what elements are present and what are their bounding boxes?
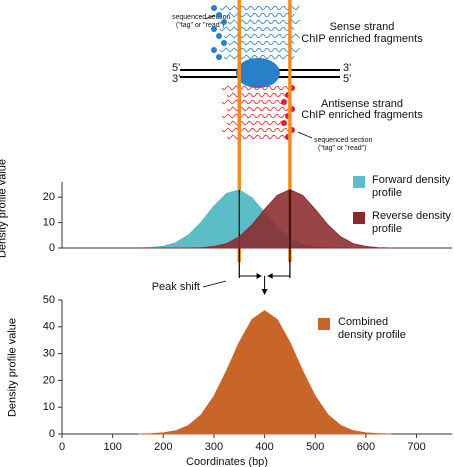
x-tick-label: 100 (103, 441, 121, 453)
read-note: ("tag" or "read") (176, 22, 224, 29)
read (281, 120, 287, 126)
arrowhead (262, 289, 268, 295)
x-tick-label: 500 (306, 441, 324, 453)
read (211, 5, 217, 11)
fragment (220, 6, 300, 10)
read-note: sequenced section (314, 137, 372, 144)
y-tick-label: 20 (43, 191, 55, 203)
y-tick-label: 50 (43, 294, 55, 306)
fragment (227, 93, 291, 97)
sense-label: Sense strand (330, 21, 395, 33)
pointer (203, 281, 226, 287)
fragment (222, 114, 290, 118)
protein (236, 58, 280, 88)
legend-label: Combined density profile (338, 316, 420, 342)
x-axis-label: Coordinates (bp) (186, 456, 268, 467)
read (211, 47, 217, 53)
x-tick-label: 300 (205, 441, 223, 453)
fragment (227, 107, 295, 111)
y-tick-label: 30 (43, 348, 55, 360)
fragment (224, 13, 294, 17)
legend-swatch (353, 212, 365, 224)
peak-shift-label: Peak shift (152, 281, 200, 293)
y-tick-label: 20 (43, 374, 55, 386)
fragment (220, 48, 300, 52)
sense-label: ChIP enriched fragments (301, 33, 423, 45)
strand-end: 3' (172, 73, 180, 85)
y-axis-label: Density profile value (0, 159, 10, 259)
read (216, 54, 222, 60)
legend-label: Reverse density profile (372, 210, 454, 236)
y-tick-label: 40 (43, 321, 55, 333)
y-axis-label: Density profile value (7, 303, 20, 433)
x-tick-label: 700 (407, 441, 425, 453)
legend-label: Forward density profile (372, 174, 454, 200)
x-tick-label: 400 (255, 441, 273, 453)
antisense-label: ChIP enriched fragments (301, 109, 423, 121)
y-tick-label: 0 (49, 428, 55, 440)
x-tick-label: 600 (357, 441, 375, 453)
diagram: 5' 3' 3' 5' Sense strand ChIP enriched f… (152, 0, 424, 293)
fragment (227, 121, 287, 125)
read (216, 12, 222, 18)
legend-swatch (318, 318, 330, 330)
read (281, 99, 287, 105)
fragment (220, 27, 294, 31)
read (211, 26, 217, 32)
y-tick-label: 10 (43, 401, 55, 413)
x-tick-label: 0 (59, 441, 65, 453)
fragment (222, 100, 286, 104)
figure: 5' 3' 3' 5' Sense strand ChIP enriched f… (0, 0, 454, 467)
fragment (222, 128, 294, 132)
fragment (227, 135, 291, 139)
legend-swatch (353, 176, 365, 188)
x-tick-label: 200 (154, 441, 172, 453)
read-note: ("tag" or "read") (318, 145, 366, 152)
y-tick-label: 0 (49, 242, 55, 254)
fragment (224, 55, 294, 59)
strand-end: 5' (343, 73, 351, 85)
read (216, 33, 222, 39)
pointer (298, 132, 312, 138)
read (221, 40, 227, 46)
y-tick-label: 10 (43, 217, 55, 229)
read (221, 19, 227, 25)
